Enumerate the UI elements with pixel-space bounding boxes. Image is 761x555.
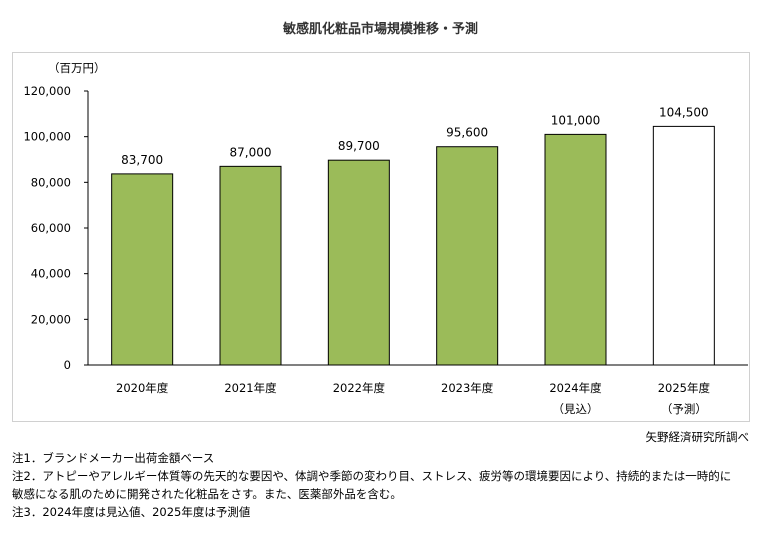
y-tick-label: 0 — [64, 358, 71, 372]
chart-title: 敏感肌化粧品市場規模推移・予測 — [282, 22, 478, 37]
data-label: 87,000 — [230, 145, 272, 159]
x-tick-label: 2025年度 — [658, 381, 711, 395]
y-tick-label: 120,000 — [23, 84, 71, 98]
y-tick-label: 40,000 — [31, 267, 71, 281]
x-tick-label: 2022年度 — [333, 381, 386, 395]
bar — [111, 173, 174, 366]
chart-frame — [12, 52, 750, 422]
bar-chart: （百万円） 0 20,000 40,000 60,000 80,000 100,000 120… — [23, 61, 748, 416]
data-label: 104,500 — [659, 105, 709, 119]
note-2: 注2．アトピーやアレルギー体質等の先天的な要因や、体調や季節の変わり目、ストレス… — [12, 469, 732, 483]
x-tick-label: 2024年度 — [549, 381, 602, 395]
x-tick-label: 2020年度 — [116, 381, 169, 395]
bar — [327, 159, 390, 366]
y-unit-label: （百万円） — [48, 61, 106, 75]
x-tick-label: 2023年度 — [441, 381, 494, 395]
bar — [544, 133, 607, 366]
data-label: 89,700 — [338, 139, 380, 153]
bar-forecast — [652, 125, 715, 366]
data-label: 95,600 — [446, 126, 488, 140]
bar — [219, 165, 282, 366]
y-tick-label: 60,000 — [31, 221, 71, 235]
x-tick-sublabel: （予測） — [661, 402, 707, 416]
y-tick-label: 20,000 — [31, 312, 71, 326]
x-tick-label: 2021年度 — [224, 381, 277, 395]
x-tick-sublabel: （見込） — [553, 402, 599, 416]
source-credit: 矢野経済研究所調べ — [645, 430, 750, 444]
bar — [436, 146, 499, 366]
note-1: 注1．ブランドメーカー出荷金額ベース — [12, 451, 215, 465]
note-3: 注3．2024年度は見込値、2025年度は予測値 — [12, 505, 251, 519]
notes: 注1．ブランドメーカー出荷金額ベース 注2．アトピーやアレルギー体質等の先天的な… — [12, 449, 752, 521]
data-label: 83,700 — [121, 153, 163, 167]
data-label: 101,000 — [551, 113, 601, 127]
note-2-continued: 敏感になる肌のために開発された化粧品をさす。また、医薬部外品を含む。 — [12, 487, 402, 501]
y-tick-label: 100,000 — [23, 130, 71, 144]
y-tick-label: 80,000 — [31, 175, 71, 189]
